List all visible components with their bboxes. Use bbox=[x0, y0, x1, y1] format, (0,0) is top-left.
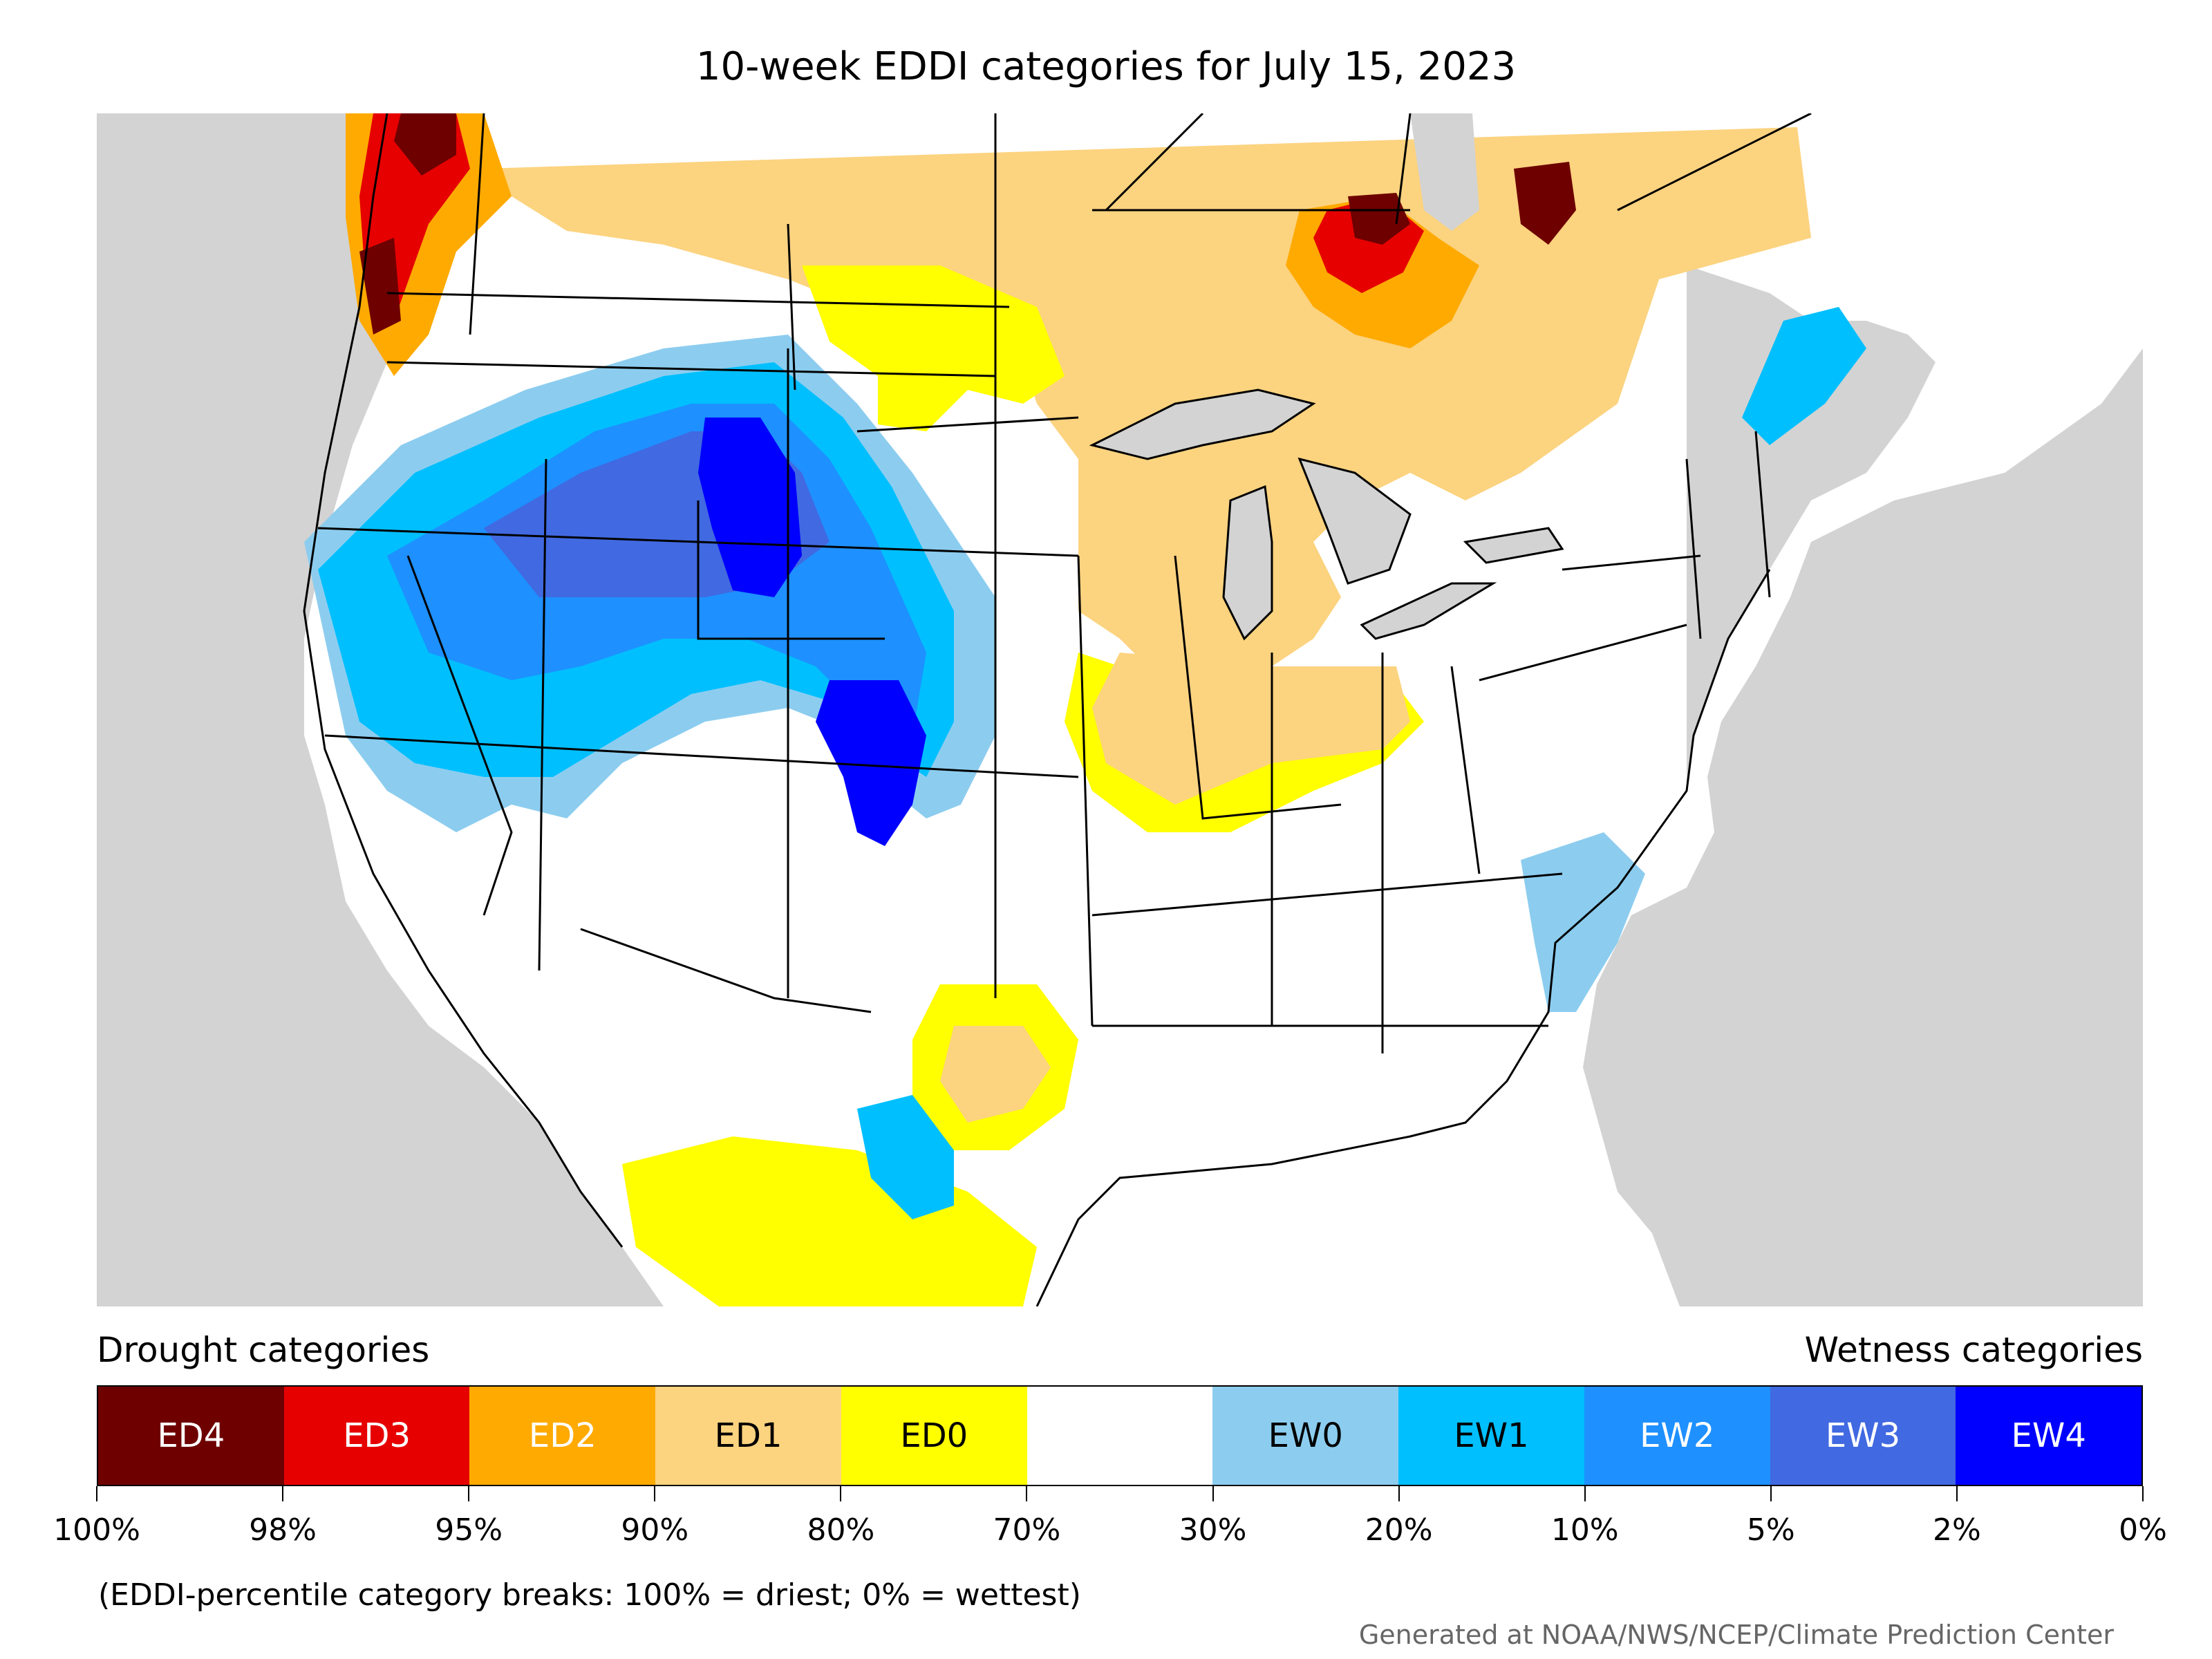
legend-tick-label: 100% bbox=[53, 1512, 140, 1548]
legend-swatch-ew2: EW2 bbox=[1584, 1387, 1770, 1485]
legend-swatch-ed2: ED2 bbox=[469, 1387, 656, 1485]
legend-tick bbox=[1584, 1486, 1586, 1501]
ew1-northeast bbox=[1742, 307, 1866, 445]
ed1-midwest bbox=[1092, 653, 1410, 805]
legend-tick bbox=[1026, 1486, 1028, 1501]
legend-tick bbox=[2142, 1486, 2144, 1501]
legend-tick-label: 0% bbox=[2119, 1512, 2167, 1548]
hudson-bay-water bbox=[1410, 113, 1479, 231]
legend-tick bbox=[1398, 1486, 1400, 1501]
legend-swatch-ed0: ED0 bbox=[841, 1387, 1027, 1485]
lake-michigan bbox=[1222, 485, 1273, 641]
state-boundaries bbox=[317, 113, 1812, 1053]
ed1-texas bbox=[940, 1026, 1051, 1123]
legend-swatch-ew4: EW4 bbox=[1956, 1387, 2142, 1485]
lake-huron bbox=[1297, 457, 1412, 585]
chart-title: 10-week EDDI categories for July 15, 202… bbox=[695, 44, 1517, 89]
legend-tick bbox=[1770, 1486, 1772, 1501]
legend-tick bbox=[1956, 1486, 1958, 1501]
percentile-note: (EDDI-percentile category breaks: 100% =… bbox=[98, 1577, 1081, 1613]
legend-tick bbox=[654, 1486, 656, 1501]
legend-tick-label: 70% bbox=[993, 1512, 1061, 1548]
legend-tick-label: 98% bbox=[249, 1512, 317, 1548]
lake-ontario bbox=[1463, 527, 1564, 564]
legend-tick-label: 80% bbox=[807, 1512, 875, 1548]
legend-swatch-ed1: ED1 bbox=[655, 1387, 841, 1485]
coastline bbox=[303, 113, 1771, 1306]
legend-swatch-ew1: EW1 bbox=[1398, 1387, 1584, 1485]
legend-swatch-ed4: ED4 bbox=[98, 1387, 284, 1485]
legend-tick bbox=[468, 1486, 470, 1501]
legend-tick bbox=[282, 1486, 284, 1501]
legend-tick-label: 90% bbox=[621, 1512, 689, 1548]
eddi-map bbox=[97, 113, 2143, 1306]
legend-tick bbox=[840, 1486, 842, 1501]
drought-categories-label: Drought categories bbox=[97, 1330, 430, 1370]
ed4-pnw bbox=[359, 113, 456, 335]
ed4-quebec bbox=[1514, 162, 1576, 245]
legend-tick-label: 5% bbox=[1746, 1512, 1795, 1548]
ed4-ontario bbox=[1348, 193, 1410, 245]
legend-tick-label: 10% bbox=[1550, 1512, 1619, 1548]
wetness-categories-label: Wetness categories bbox=[1804, 1330, 2143, 1370]
ew1-texas bbox=[857, 1095, 954, 1219]
ew4-wyoming bbox=[698, 418, 802, 597]
legend-tick-label: 30% bbox=[1179, 1512, 1247, 1548]
legend-tick-label: 2% bbox=[1933, 1512, 1981, 1548]
legend-swatch-ed3: ED3 bbox=[283, 1387, 470, 1485]
legend-swatch-neutral bbox=[1027, 1387, 1213, 1485]
lake-erie bbox=[1360, 582, 1497, 640]
legend-tick-label: 20% bbox=[1365, 1512, 1433, 1548]
legend-ticks bbox=[96, 1486, 2144, 1507]
legend-swatch-ew3: EW3 bbox=[1770, 1387, 1956, 1485]
color-legend: ED4 ED3 ED2 ED1 ED0 EW0 EW1 EW2 EW3 EW4 bbox=[97, 1385, 2143, 1486]
land-mass bbox=[346, 113, 2143, 1306]
legend-tick bbox=[96, 1486, 97, 1501]
map-svg bbox=[97, 113, 2143, 1306]
legend-tick bbox=[1212, 1486, 1214, 1501]
legend-tick-label: 95% bbox=[435, 1512, 503, 1548]
ew4-colorado bbox=[816, 680, 926, 846]
credit-text: Generated at NOAA/NWS/NCEP/Climate Predi… bbox=[1358, 1620, 2114, 1650]
legend-swatch-ew0: EW0 bbox=[1212, 1387, 1399, 1485]
lake-superior bbox=[1089, 388, 1316, 460]
